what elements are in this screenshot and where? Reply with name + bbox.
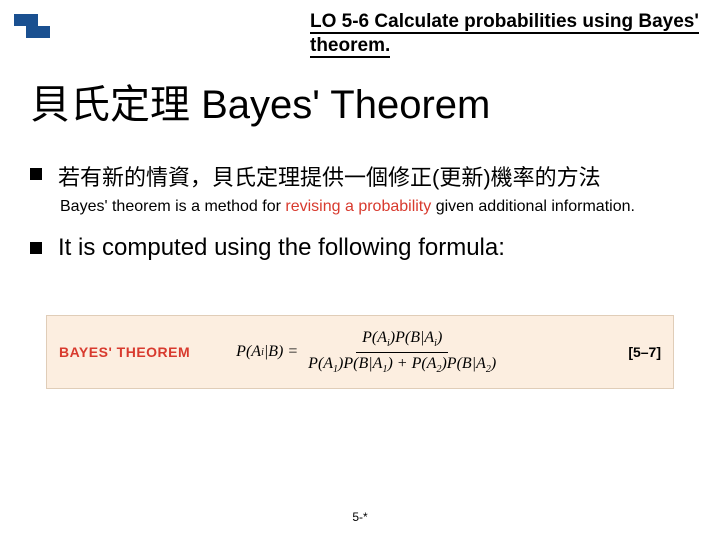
bullet-sub-post: given additional information. [431,198,635,215]
bullet-list: 若有新的情資，貝氏定理提供一個修正(更新)機率的方法 Bayes' theore… [30,160,690,268]
bullet-sub-pre: Bayes' theorem is a method for [60,198,285,215]
bullet-text-chinese: 若有新的情資，貝氏定理提供一個修正(更新)機率的方法 [58,160,601,192]
slide-title: 貝氏定理 Bayes' Theorem [30,72,490,130]
bullet-subtext: Bayes' theorem is a method for revising … [60,198,690,216]
bullet-marker-icon [30,242,42,254]
bullet-item: 若有新的情資，貝氏定理提供一個修正(更新)機率的方法 [30,160,690,192]
bullet-marker-icon [30,168,42,180]
logo-icon [14,14,50,42]
bullet-text-english: It is computed using the following formu… [58,234,505,262]
bullet-item: It is computed using the following formu… [30,234,690,262]
formula-reference: [5–7] [628,344,661,360]
learning-objective-header: LO 5-6 Calculate probabilities using Bay… [310,10,710,58]
formula-box: BAYES' THEOREM P(Ai|B) = P(Ai)P(B|Ai) P(… [46,315,674,389]
fraction: P(Ai)P(B|Ai) P(A1)P(B|A1) + P(A2)P(B|A2) [302,329,502,374]
numerator: P(Ai)P(B|Ai) [356,329,448,352]
slide-number: 5-* [0,510,720,524]
lo-label: LO 5-6 [310,11,369,32]
formula-label: BAYES' THEOREM [59,344,190,360]
formula-equation: P(Ai|B) = P(Ai)P(B|Ai) P(A1)P(B|A1) + P(… [236,329,506,374]
denominator: P(A1)P(B|A1) + P(A2)P(B|A2) [302,353,502,375]
bullet-sub-highlight: revising a probability [285,198,431,215]
lo-text: Calculate probabilities using Bayes' the… [310,11,699,56]
